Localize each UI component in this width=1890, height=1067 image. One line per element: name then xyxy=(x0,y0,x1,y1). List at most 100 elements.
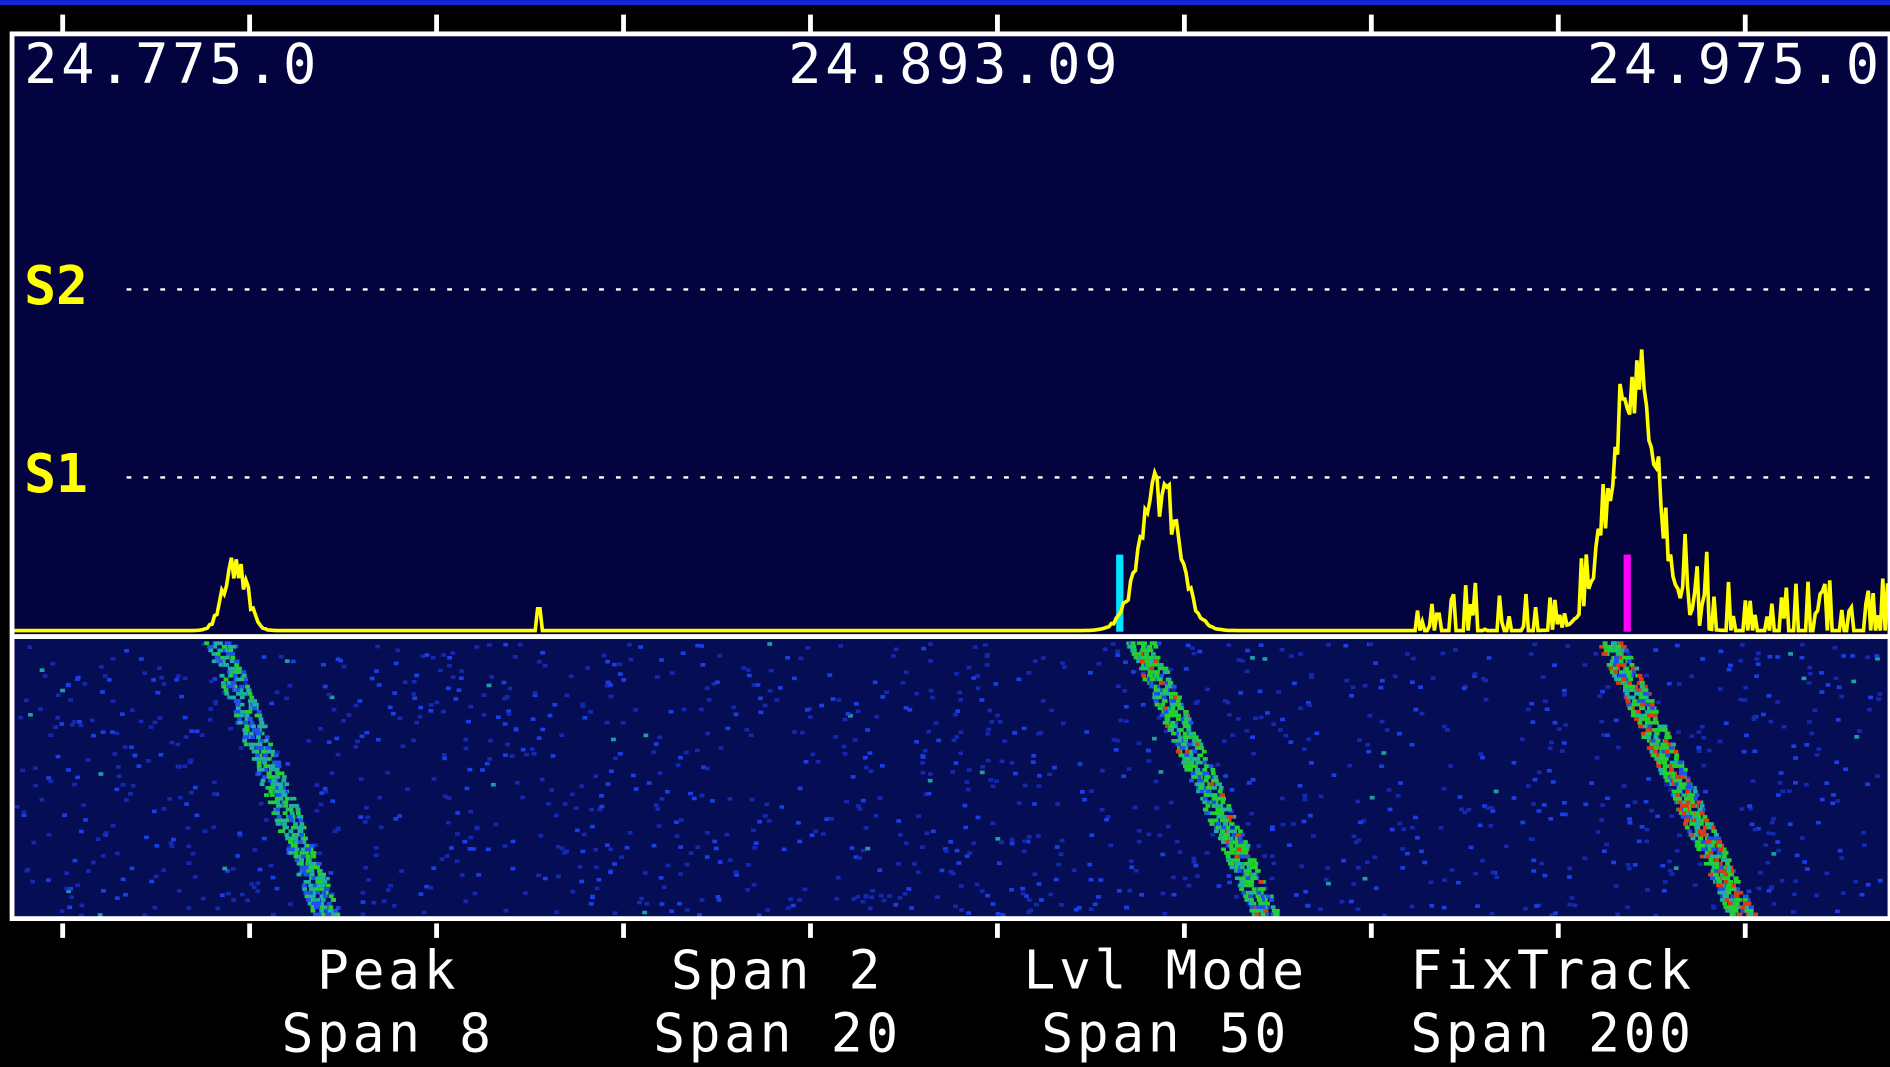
signal-pixel xyxy=(1731,883,1736,888)
noise-pixel xyxy=(230,867,236,871)
noise-pixel xyxy=(359,734,365,739)
signal-pixel xyxy=(325,912,331,917)
signal-pixel xyxy=(272,786,278,790)
noise-pixel xyxy=(928,642,933,646)
noise-pixel xyxy=(48,779,54,784)
signal-pixel xyxy=(1624,648,1629,653)
noise-pixel xyxy=(746,673,752,678)
signal-pixel xyxy=(1635,699,1641,703)
noise-pixel xyxy=(510,866,516,871)
noise-pixel xyxy=(896,861,901,866)
noise-pixel xyxy=(109,730,115,734)
signal-pixel xyxy=(1671,789,1677,794)
signal-pixel xyxy=(1687,793,1692,797)
signal-pixel xyxy=(1683,822,1688,826)
signal-pixel xyxy=(290,825,296,830)
softkey-top[interactable]: Lvl Mode xyxy=(1023,940,1307,1002)
softkey-top[interactable]: Span 2 xyxy=(671,940,884,1002)
signal-pixel xyxy=(308,865,314,870)
noise-pixel xyxy=(711,682,717,686)
noise-pixel xyxy=(390,711,396,716)
noise-pixel xyxy=(900,680,906,685)
signal-pixel xyxy=(1177,735,1183,740)
noise-pixel xyxy=(1292,681,1297,686)
signal-pixel xyxy=(1220,800,1226,805)
noise-pixel xyxy=(1413,707,1419,712)
signal-pixel xyxy=(1740,905,1746,909)
noise-pixel xyxy=(463,899,469,904)
softkey-bottom[interactable]: Span 20 xyxy=(653,1002,902,1064)
signal-pixel xyxy=(1183,746,1189,750)
signal-pixel xyxy=(1228,840,1234,844)
signal-pixel xyxy=(1185,724,1191,729)
signal-pixel xyxy=(1731,912,1736,917)
signal-pixel xyxy=(1645,702,1651,707)
signal-pixel xyxy=(291,843,297,848)
noise-pixel xyxy=(186,906,192,910)
softkey-bottom[interactable]: Span 200 xyxy=(1410,1002,1694,1064)
softkey[interactable]: Lvl Mode Span 50 xyxy=(1023,940,1307,1065)
signal-pixel xyxy=(288,818,294,823)
signal-pixel xyxy=(230,652,236,656)
signal-pixel xyxy=(1617,673,1623,678)
noise-pixel xyxy=(463,746,469,751)
signal-pixel xyxy=(1635,710,1641,714)
noise-pixel xyxy=(1604,842,1610,847)
noise-pixel xyxy=(27,645,33,650)
noise-pixel xyxy=(263,818,269,822)
noise-pixel xyxy=(633,708,638,712)
noise-pixel xyxy=(1269,876,1275,881)
signal-pixel xyxy=(1157,677,1163,682)
signal-pixel xyxy=(1171,739,1177,743)
signal-pixel xyxy=(1623,688,1629,693)
signal-pixel xyxy=(1145,663,1151,667)
signal-pixel xyxy=(309,872,315,877)
signal-pixel xyxy=(245,684,250,689)
softkey-top[interactable]: FixTrack xyxy=(1410,940,1694,1002)
noise-pixel xyxy=(161,682,167,686)
noise-pixel xyxy=(1832,645,1838,650)
noise-pixel xyxy=(161,868,167,872)
noise-pixel xyxy=(335,827,341,832)
noise-pixel xyxy=(1747,804,1752,808)
noise-pixel xyxy=(1552,720,1558,725)
softkey-bottom[interactable]: Span 50 xyxy=(1041,1002,1290,1064)
noise-pixel xyxy=(1567,902,1573,907)
signal-pixel xyxy=(1204,771,1210,776)
signal-pixel xyxy=(1631,702,1637,707)
signal-pixel xyxy=(1206,786,1212,790)
noise-pixel xyxy=(643,733,649,738)
signal-pixel xyxy=(272,760,278,765)
signal-pixel xyxy=(1184,753,1190,758)
signal-pixel xyxy=(1669,760,1675,765)
signal-pixel xyxy=(1611,655,1617,660)
noise-pixel xyxy=(122,745,128,749)
softkey[interactable]: FixTrack Span 200 xyxy=(1410,940,1694,1065)
noise-pixel xyxy=(317,851,323,856)
noise-pixel xyxy=(1646,777,1652,781)
noise-pixel xyxy=(877,868,883,872)
noise-pixel xyxy=(212,792,217,796)
softkey-top[interactable]: Peak xyxy=(317,940,459,1002)
noise-pixel xyxy=(927,778,933,783)
softkey-bottom[interactable]: Span 8 xyxy=(282,1002,495,1064)
softkey[interactable]: Span 2 Span 20 xyxy=(653,940,902,1065)
signal-pixel xyxy=(1668,764,1674,768)
noise-pixel xyxy=(1589,781,1595,785)
signal-pixel xyxy=(1722,898,1728,902)
signal-pixel xyxy=(1217,789,1223,794)
signal-pixel xyxy=(1225,814,1231,819)
noise-pixel xyxy=(997,719,1003,724)
noise-pixel xyxy=(959,908,964,912)
noise-pixel xyxy=(420,654,426,659)
signal-pixel xyxy=(1257,898,1263,902)
signal-pixel xyxy=(293,851,299,855)
signal-pixel xyxy=(1243,869,1249,873)
noise-pixel xyxy=(431,777,437,781)
signal-pixel xyxy=(1162,706,1168,711)
signal-pixel xyxy=(1156,695,1162,700)
signal-pixel xyxy=(212,644,218,649)
top-tick xyxy=(1742,14,1748,32)
softkey[interactable]: Peak Span 8 xyxy=(282,940,495,1065)
noise-pixel xyxy=(612,862,618,866)
